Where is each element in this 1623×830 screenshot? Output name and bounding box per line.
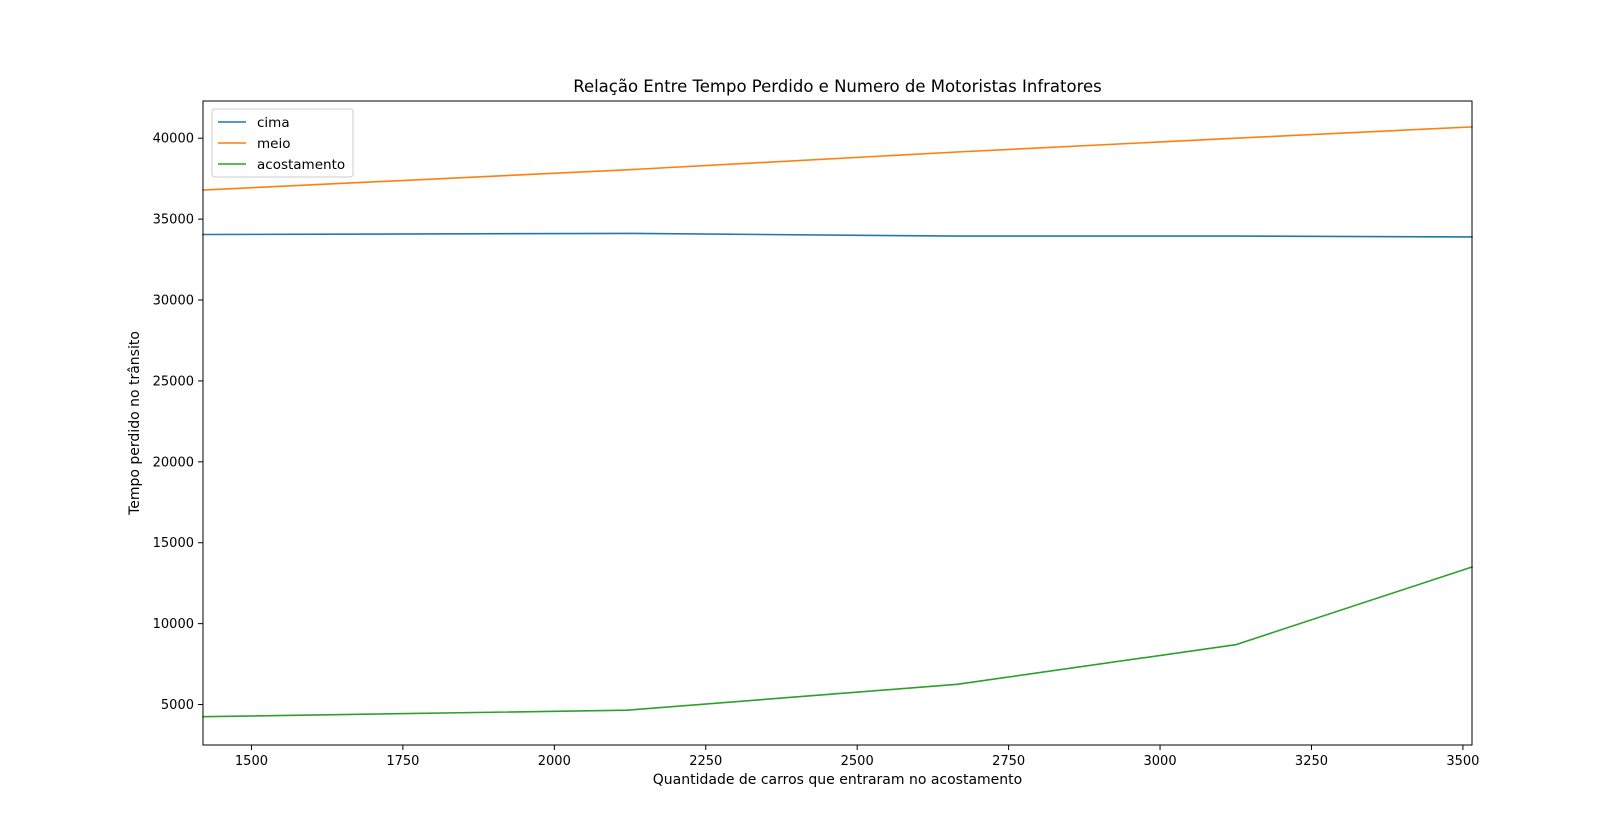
- legend-label-meio: meio: [257, 136, 290, 152]
- y-tick-label: 35000: [153, 213, 194, 228]
- x-tick-label: 3500: [1446, 754, 1479, 769]
- x-tick-label: 1750: [386, 754, 419, 769]
- plot-frame: [202, 100, 1473, 746]
- y-tick-label: 30000: [153, 294, 194, 309]
- x-tick-label: 2750: [992, 754, 1025, 769]
- x-axis: 1500 1750 2000 2250 2500 2750 3000 3250 3500: [235, 745, 1479, 769]
- x-tick-label: 2500: [841, 754, 874, 769]
- series-line-meio: [202, 126, 1473, 191]
- legend-label-cima: cima: [257, 115, 290, 131]
- x-tick-label: 2250: [689, 754, 722, 769]
- chart-title: Relação Entre Tempo Perdido e Numero de …: [573, 77, 1102, 96]
- y-tick-label: 25000: [153, 374, 194, 389]
- y-axis: 5000 10000 15000 20000 25000 30000 35000 40000: [153, 132, 203, 713]
- series-layer: [202, 126, 1474, 718]
- x-tick-label: 3250: [1295, 754, 1328, 769]
- legend-label-acostamento: acostamento: [257, 157, 345, 173]
- x-tick-label: 3000: [1144, 754, 1177, 769]
- y-tick-label: 5000: [161, 698, 194, 713]
- x-axis-title: Quantidade de carros que entraram no aco…: [653, 772, 1022, 788]
- legend: cima meio acostamento: [211, 108, 354, 178]
- y-tick-label: 10000: [153, 617, 194, 632]
- x-tick-label: 2000: [538, 754, 571, 769]
- series-line-cima: [202, 232, 1473, 238]
- x-tick-label: 1500: [235, 754, 268, 769]
- y-tick-label: 20000: [153, 455, 194, 470]
- y-tick-label: 15000: [153, 536, 194, 551]
- y-axis-title: Tempo perdido no trânsito: [127, 331, 143, 516]
- series-line-acostamento: [202, 565, 1474, 718]
- legend-box: [211, 108, 354, 178]
- y-tick-label: 40000: [153, 132, 194, 147]
